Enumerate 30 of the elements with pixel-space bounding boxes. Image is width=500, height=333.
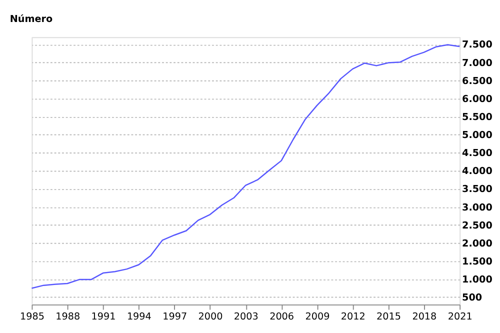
x-tick-label: 2015: [376, 311, 402, 322]
x-tick-label: 1988: [56, 311, 80, 322]
y-tick-label: 3.000: [462, 202, 493, 214]
x-tick-label: 1994: [126, 311, 152, 322]
y-axis-title: Número: [10, 14, 54, 25]
y-tick-label: 3.500: [462, 184, 493, 196]
y-tick-label: 500: [462, 292, 482, 304]
y-tick-label: 5.000: [462, 130, 493, 142]
x-tick-label: 2009: [305, 311, 330, 322]
x-tick-label: 2021: [448, 311, 472, 322]
x-tick-label: 1997: [162, 311, 188, 322]
x-tick-label: 2003: [234, 311, 258, 322]
x-tick-label: 2012: [340, 311, 366, 322]
x-tick-label: 1985: [20, 311, 44, 322]
x-tick-label: 2000: [198, 311, 223, 322]
y-tick-label: 1.500: [462, 256, 493, 268]
y-tick-label: 6.000: [462, 94, 493, 105]
y-tick-label: 7.500: [462, 40, 493, 51]
y-tick-label: 6.500: [462, 76, 493, 87]
y-tick-label: 4.500: [462, 148, 493, 160]
y-tick-label: 2.000: [462, 238, 493, 250]
y-tick-label: 1.000: [462, 274, 493, 286]
x-tick-label: 2018: [412, 311, 437, 322]
y-tick-label: 4.000: [462, 166, 493, 178]
y-tick-label: 7.000: [462, 58, 493, 69]
line-series: [31, 44, 460, 289]
x-tick-label: 1991: [91, 311, 116, 322]
y-tick-label: 2.500: [462, 220, 493, 232]
x-tick-label: 2006: [270, 311, 294, 322]
y-tick-label: 5.500: [462, 112, 493, 123]
